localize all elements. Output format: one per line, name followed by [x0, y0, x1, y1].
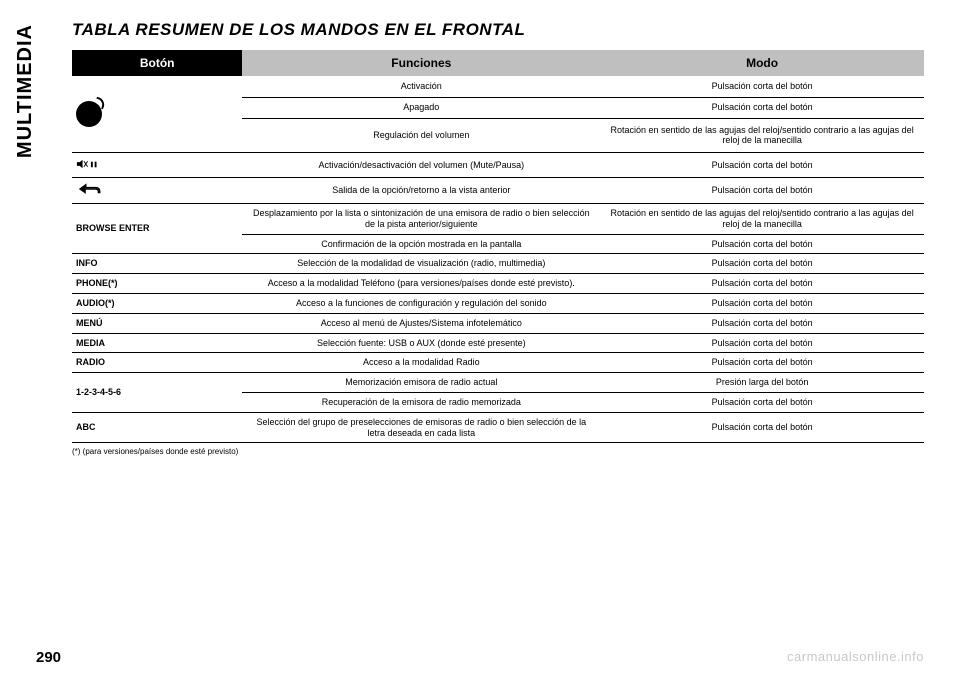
mute-icon — [76, 157, 104, 174]
volume-knob-cell — [72, 76, 242, 152]
cell-funcion: Recuperación de la emisora de radio memo… — [242, 393, 600, 413]
cell-funcion: Acceso a la funciones de configuración y… — [242, 294, 600, 314]
cell-funcion: Desplazamiento por la lista o sintonizac… — [242, 204, 600, 235]
table-row: MENÚ Acceso al menú de Ajustes/Sistema i… — [72, 313, 924, 333]
cell-modo: Pulsación corta del botón — [600, 97, 924, 119]
cell-modo: Presión larga del botón — [600, 373, 924, 393]
cell-modo: Pulsación corta del botón — [600, 412, 924, 443]
cell-boton: AUDIO(*) — [72, 294, 242, 314]
cell-funcion: Acceso a la modalidad Radio — [242, 353, 600, 373]
table-header-row: Botón Funciones Modo — [72, 50, 924, 76]
table-row: ABC Selección del grupo de preseleccione… — [72, 412, 924, 443]
back-arrow-icon — [76, 182, 104, 199]
table-row: PHONE(*) Acceso a la modalidad Teléfono … — [72, 274, 924, 294]
cell-modo: Pulsación corta del botón — [600, 294, 924, 314]
cell-funcion: Regulación del volumen — [242, 119, 600, 152]
header-boton: Botón — [72, 50, 242, 76]
page-title: TABLA RESUMEN DE LOS MANDOS EN EL FRONTA… — [72, 20, 924, 40]
table-row: Activación Pulsación corta del botón — [72, 76, 924, 97]
cell-boton: MEDIA — [72, 333, 242, 353]
cell-boton: 1-2-3-4-5-6 — [72, 373, 242, 413]
cell-funcion: Confirmación de la opción mostrada en la… — [242, 234, 600, 254]
side-section-label: MULTIMEDIA — [14, 0, 37, 24]
cell-funcion: Activación — [242, 76, 600, 97]
watermark: carmanualsonline.info — [787, 649, 924, 664]
table-row: Salida de la opción/retorno a la vista a… — [72, 178, 924, 204]
footnote: (*) (para versiones/países donde esté pr… — [72, 447, 924, 456]
controls-table: Botón Funciones Modo Activación Pulsació… — [72, 50, 924, 443]
cell-funcion: Salida de la opción/retorno a la vista a… — [242, 178, 600, 204]
cell-boton: MENÚ — [72, 313, 242, 333]
table-row: 1-2-3-4-5-6 Memorización emisora de radi… — [72, 373, 924, 393]
cell-funcion: Acceso al menú de Ajustes/Sistema infote… — [242, 313, 600, 333]
cell-modo: Pulsación corta del botón — [600, 313, 924, 333]
cell-modo: Rotación en sentido de las agujas del re… — [600, 204, 924, 235]
cell-funcion: Selección de la modalidad de visualizaci… — [242, 254, 600, 274]
cell-boton: INFO — [72, 254, 242, 274]
cell-modo: Pulsación corta del botón — [600, 333, 924, 353]
cell-modo: Pulsación corta del botón — [600, 274, 924, 294]
page: MULTIMEDIA TABLA RESUMEN DE LOS MANDOS E… — [0, 0, 960, 678]
cell-modo: Pulsación corta del botón — [600, 178, 924, 204]
cell-modo: Pulsación corta del botón — [600, 353, 924, 373]
side-section-label-text: MULTIMEDIA — [14, 24, 37, 158]
cell-modo: Pulsación corta del botón — [600, 152, 924, 178]
table-row: Activación/desactivación del volumen (Mu… — [72, 152, 924, 178]
mute-icon-cell — [72, 152, 242, 178]
cell-funcion: Memorización emisora de radio actual — [242, 373, 600, 393]
cell-funcion: Selección fuente: USB o AUX (donde esté … — [242, 333, 600, 353]
table-row: BROWSE ENTER Desplazamiento por la lista… — [72, 204, 924, 235]
table-row: AUDIO(*) Acceso a la funciones de config… — [72, 294, 924, 314]
back-icon-cell — [72, 178, 242, 204]
cell-boton: PHONE(*) — [72, 274, 242, 294]
cell-funcion: Acceso a la modalidad Teléfono (para ver… — [242, 274, 600, 294]
cell-modo: Pulsación corta del botón — [600, 254, 924, 274]
cell-modo: Pulsación corta del botón — [600, 76, 924, 97]
cell-boton: RADIO — [72, 353, 242, 373]
cell-boton: BROWSE ENTER — [72, 204, 242, 254]
cell-funcion: Selección del grupo de preselecciones de… — [242, 412, 600, 443]
cell-modo: Pulsación corta del botón — [600, 393, 924, 413]
cell-boton: ABC — [72, 412, 242, 443]
cell-funcion: Apagado — [242, 97, 600, 119]
cell-modo: Pulsación corta del botón — [600, 234, 924, 254]
table-row: INFO Selección de la modalidad de visual… — [72, 254, 924, 274]
header-funciones: Funciones — [242, 50, 600, 76]
cell-modo: Rotación en sentido de las agujas del re… — [600, 119, 924, 152]
table-row: RADIO Acceso a la modalidad Radio Pulsac… — [72, 353, 924, 373]
header-modo: Modo — [600, 50, 924, 76]
table-row: MEDIA Selección fuente: USB o AUX (donde… — [72, 333, 924, 353]
cell-funcion: Activación/desactivación del volumen (Mu… — [242, 152, 600, 178]
page-number: 290 — [36, 649, 61, 666]
volume-knob-icon — [76, 101, 102, 127]
